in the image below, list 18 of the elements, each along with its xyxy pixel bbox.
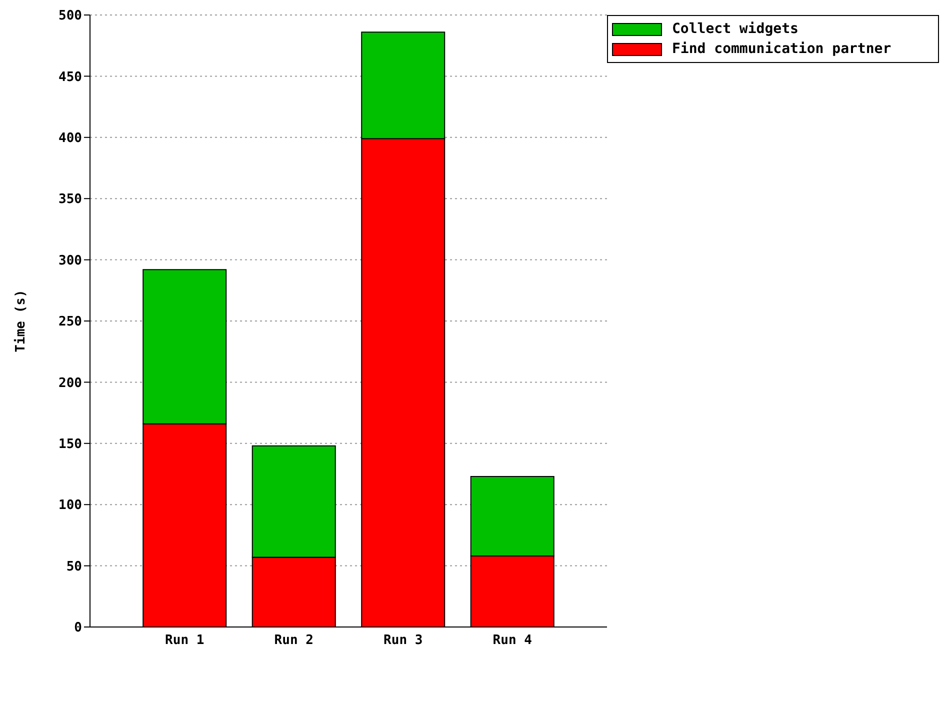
y-axis-title: Time (s) xyxy=(14,290,29,352)
y-tick-label: 250 xyxy=(58,314,82,330)
y-tick-label: 300 xyxy=(58,253,82,268)
y-tick-label: 500 xyxy=(58,8,82,24)
legend-label: Find communication partner xyxy=(672,41,892,57)
x-tick-label: Run 3 xyxy=(384,633,423,648)
x-tick-label: Run 2 xyxy=(274,633,314,648)
y-tick-label: 100 xyxy=(58,498,82,514)
y-tick-label: 150 xyxy=(58,437,82,452)
x-tick-label: Run 4 xyxy=(492,633,532,648)
x-tick-label: Run 1 xyxy=(165,633,204,648)
legend-label: Collect widgets xyxy=(672,21,798,37)
y-tick-label: 400 xyxy=(58,131,82,146)
y-tick-label: 50 xyxy=(66,559,82,574)
y-tick-label: 450 xyxy=(58,70,82,85)
y-tick-label: 350 xyxy=(58,192,82,208)
y-tick-label: 0 xyxy=(74,620,82,636)
y-tick-label: 200 xyxy=(58,376,82,391)
